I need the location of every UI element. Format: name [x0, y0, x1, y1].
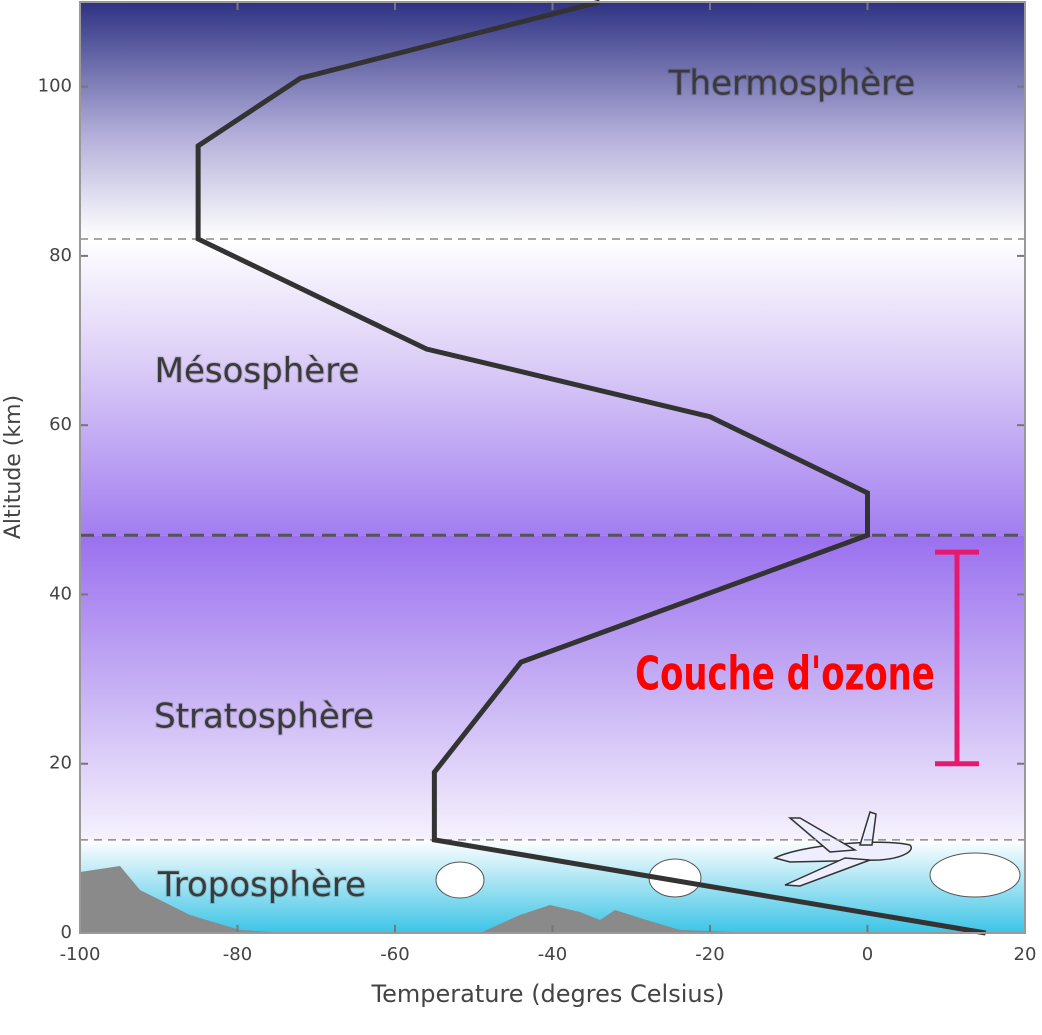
x-axis-title: Temperature (degres Celsius)	[371, 980, 725, 1008]
layer-label: Stratosphère	[154, 697, 374, 737]
clouds	[435, 852, 1021, 899]
layer-band	[80, 535, 1025, 840]
x-tick-label: -80	[223, 944, 252, 965]
y-tick-label: 20	[49, 753, 72, 774]
x-tick-label: -100	[60, 944, 101, 965]
temperature-line	[195, 0, 987, 936]
layer-label: Mésosphère	[155, 351, 360, 391]
layer-backgrounds	[80, 2, 1025, 933]
x-tick-label: 0	[862, 944, 873, 965]
airplane	[772, 811, 912, 887]
y-tick-label: 40	[49, 583, 72, 604]
y-tick-label: 60	[49, 414, 72, 435]
layer-label: Thermosphère	[668, 63, 915, 103]
layer-label: Troposphère	[157, 865, 366, 905]
y-tick-label: 80	[49, 245, 72, 266]
annotation: Couche d'ozone	[635, 647, 935, 701]
x-tick-label: -40	[538, 944, 567, 965]
y-axis-title: Altitude (km)	[1, 395, 26, 539]
layer-band	[80, 238, 1025, 536]
y-tick-label: 0	[61, 922, 72, 943]
mountains	[80, 866, 760, 933]
plot: Troposphère Stratosphère Mésosphère Thermos…	[38, 0, 1037, 965]
x-tick-label: -60	[380, 944, 409, 965]
x-tick-label: -20	[695, 944, 724, 965]
layer-band	[80, 2, 1025, 239]
plot-frame	[79, 1, 1026, 934]
x-tick-label: 20	[1014, 944, 1037, 965]
y-tick-label: 100	[38, 76, 72, 97]
